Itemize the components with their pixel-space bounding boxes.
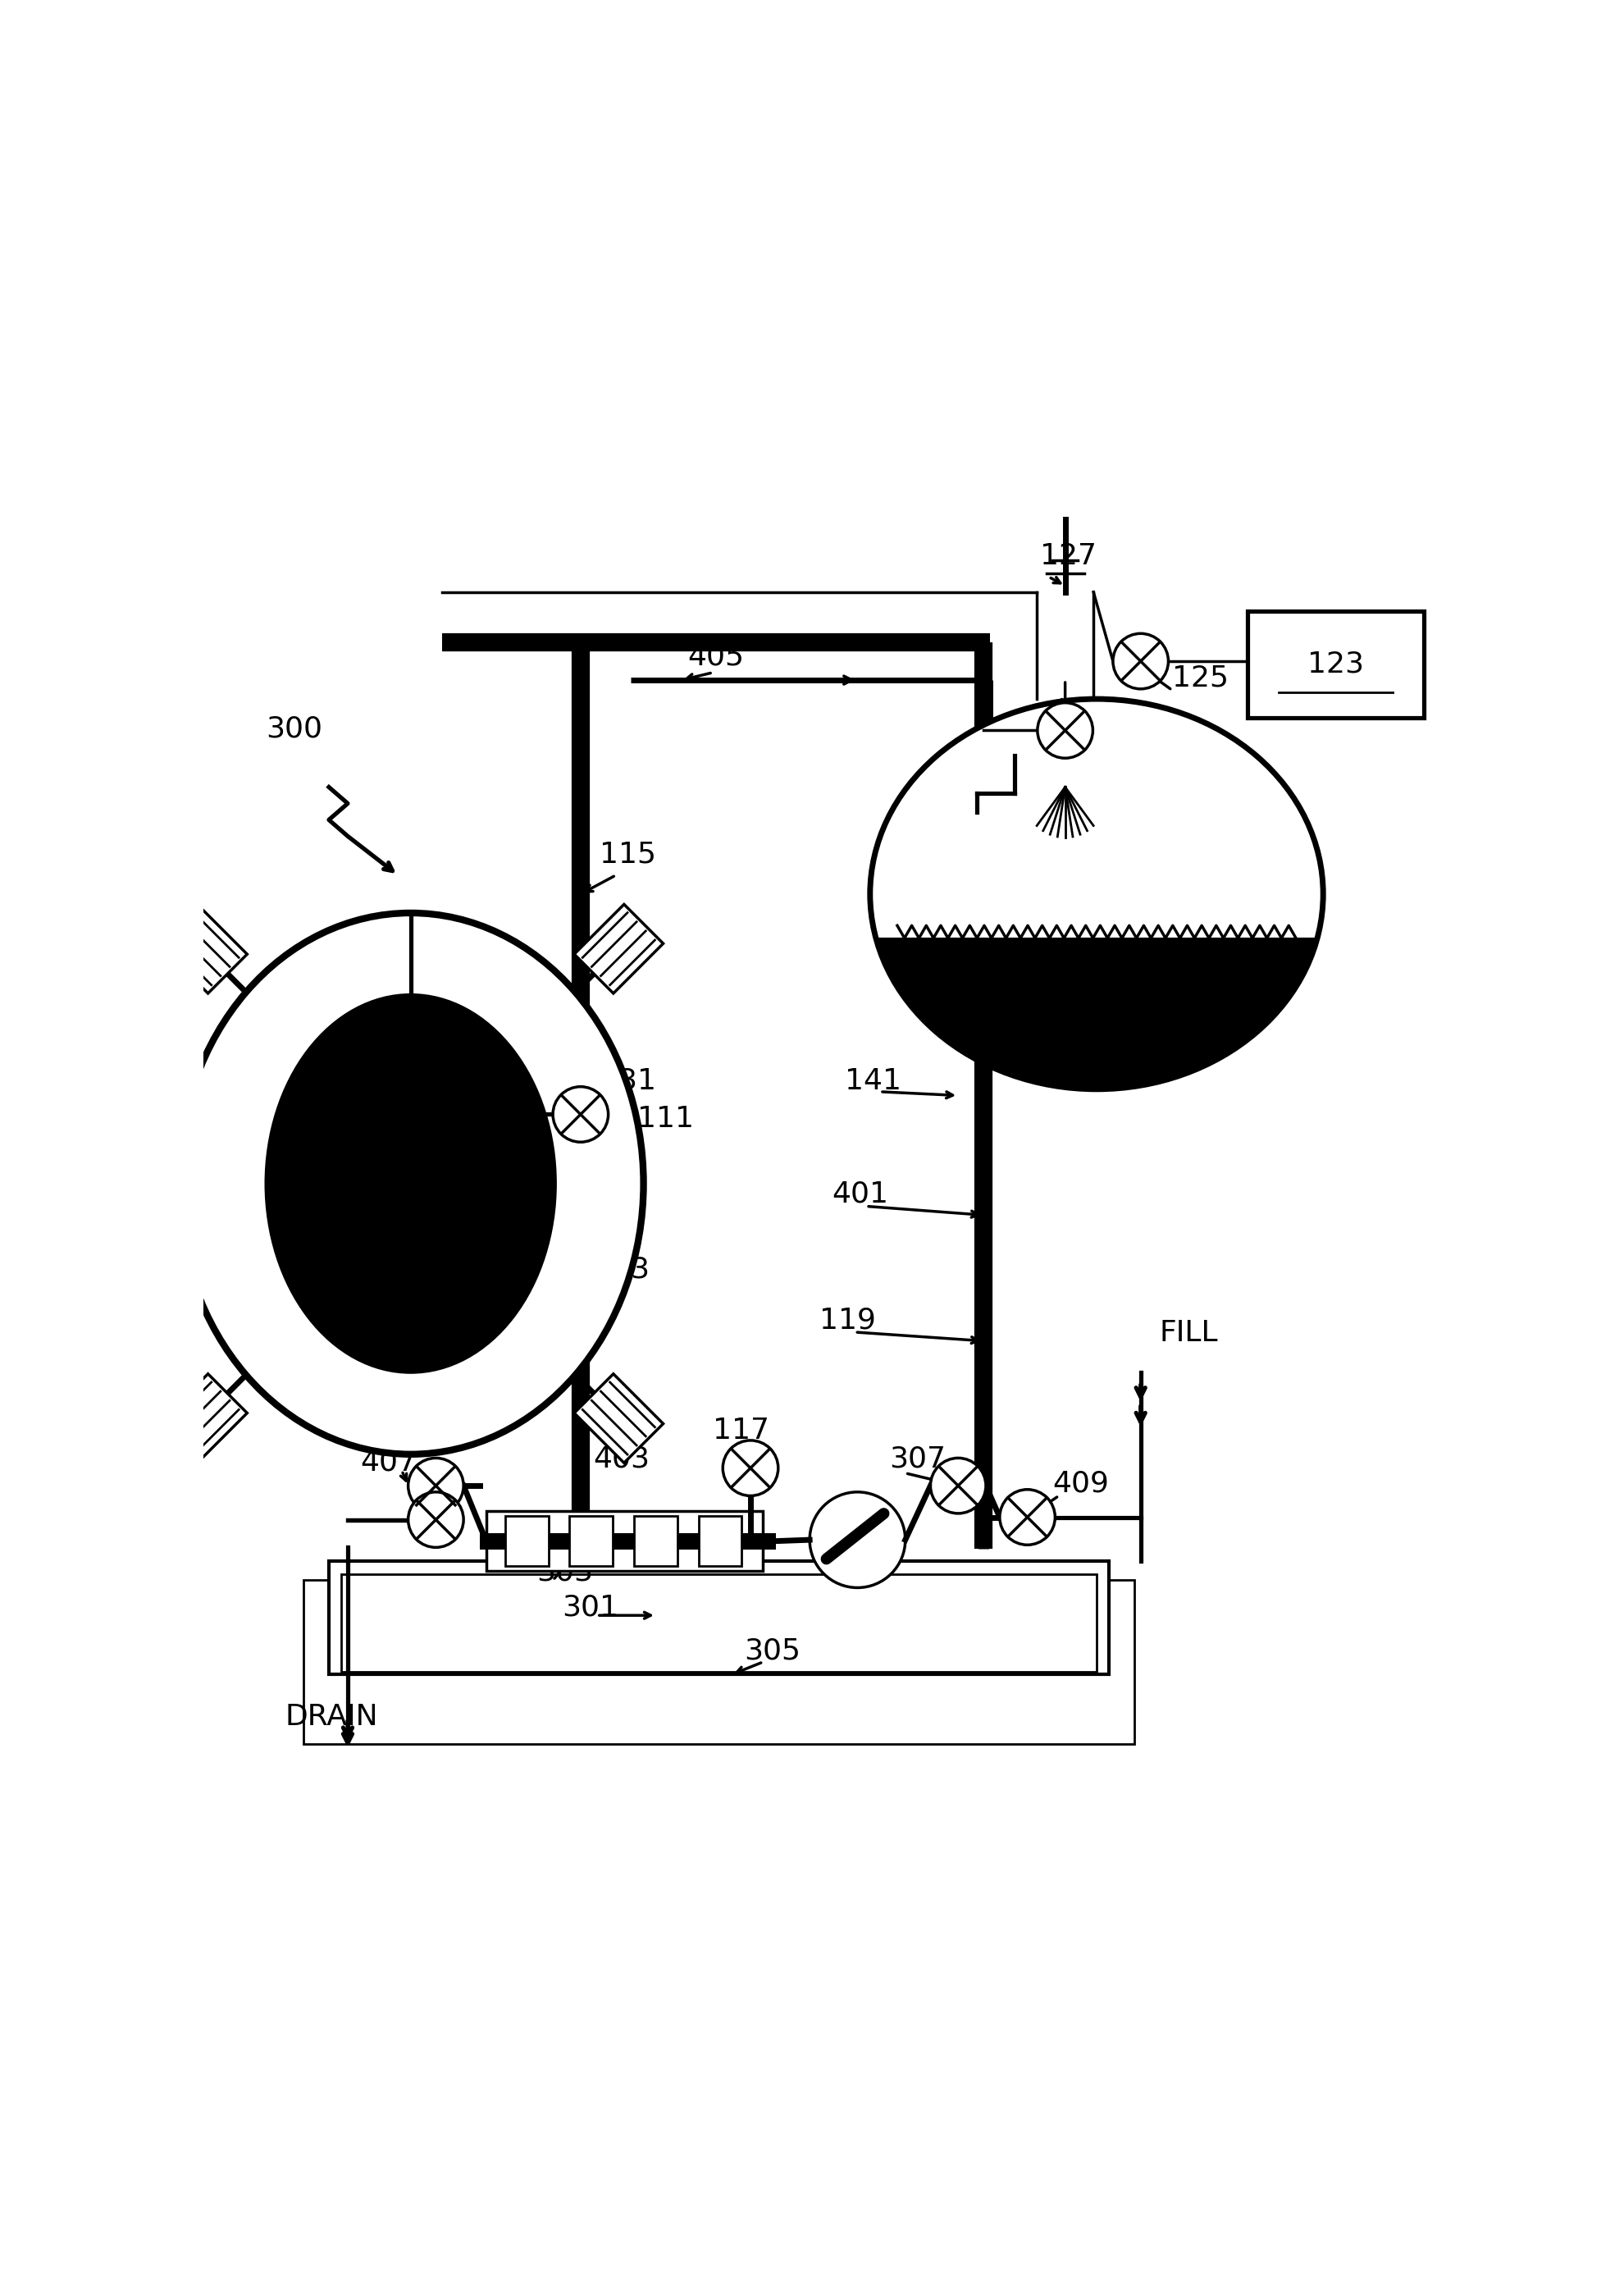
Bar bbox=[698, 1516, 742, 1566]
Text: 127: 127 bbox=[1039, 542, 1096, 570]
Ellipse shape bbox=[870, 699, 1324, 1089]
Circle shape bbox=[1112, 633, 1168, 690]
Text: 113: 113 bbox=[1229, 948, 1285, 976]
FancyBboxPatch shape bbox=[1247, 610, 1424, 717]
Text: 401: 401 bbox=[831, 1180, 888, 1207]
Text: 403: 403 bbox=[593, 1255, 650, 1284]
Bar bbox=[328, 1561, 1109, 1675]
Ellipse shape bbox=[177, 912, 643, 1454]
Circle shape bbox=[723, 1441, 778, 1495]
Text: 305: 305 bbox=[744, 1638, 801, 1665]
Text: DRAIN: DRAIN bbox=[284, 1702, 378, 1731]
Circle shape bbox=[408, 1459, 463, 1513]
Bar bbox=[633, 1516, 677, 1566]
Circle shape bbox=[810, 1493, 905, 1588]
Text: 125: 125 bbox=[1173, 665, 1229, 692]
Text: 115: 115 bbox=[599, 840, 656, 869]
Polygon shape bbox=[158, 1373, 247, 1464]
Bar bbox=[304, 1579, 1135, 1745]
Circle shape bbox=[1000, 1488, 1056, 1545]
Text: 307: 307 bbox=[888, 1445, 945, 1473]
Circle shape bbox=[931, 1459, 986, 1513]
Text: 303: 303 bbox=[536, 1559, 593, 1586]
Circle shape bbox=[552, 1087, 609, 1141]
Text: 403: 403 bbox=[593, 1445, 650, 1473]
Text: 300: 300 bbox=[266, 715, 323, 742]
Text: 405: 405 bbox=[687, 642, 744, 672]
Text: 111: 111 bbox=[637, 1105, 693, 1132]
Text: 131: 131 bbox=[599, 1066, 656, 1096]
Text: 407: 407 bbox=[361, 1448, 417, 1477]
Circle shape bbox=[408, 1493, 463, 1547]
Text: 123: 123 bbox=[1307, 651, 1364, 678]
Text: 101: 101 bbox=[253, 1035, 310, 1064]
Text: FILL: FILL bbox=[1160, 1318, 1218, 1348]
Text: 117: 117 bbox=[713, 1418, 770, 1445]
Circle shape bbox=[1038, 703, 1093, 758]
Bar bbox=[570, 1516, 612, 1566]
Text: 133: 133 bbox=[1009, 1023, 1065, 1051]
Polygon shape bbox=[877, 937, 1317, 1089]
Ellipse shape bbox=[266, 994, 555, 1373]
Bar bbox=[505, 1516, 549, 1566]
Polygon shape bbox=[575, 905, 663, 994]
Polygon shape bbox=[158, 905, 247, 994]
Bar bbox=[486, 1511, 763, 1572]
Text: 409: 409 bbox=[1052, 1470, 1109, 1498]
Polygon shape bbox=[575, 1373, 663, 1464]
Text: 119: 119 bbox=[820, 1307, 877, 1334]
Text: 301: 301 bbox=[562, 1593, 619, 1620]
Bar bbox=[341, 1575, 1096, 1672]
Text: 141: 141 bbox=[844, 1066, 901, 1096]
